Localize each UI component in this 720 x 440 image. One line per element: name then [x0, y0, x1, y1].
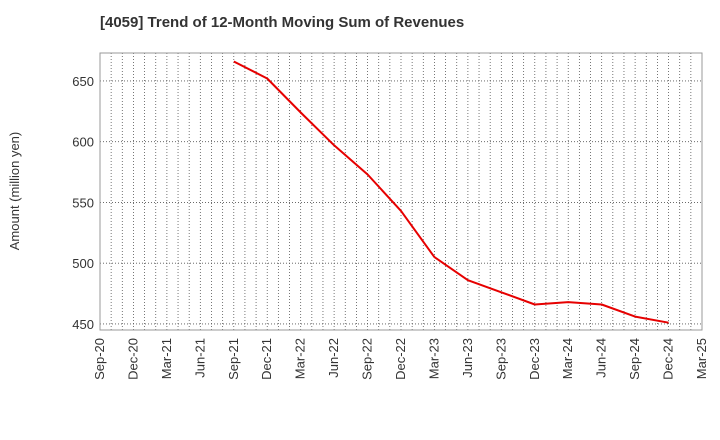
x-tick-label: Mar-21	[159, 338, 174, 379]
plot-area-frame	[99, 52, 703, 331]
x-tick-label: Dec-24	[661, 338, 676, 380]
x-tick-label: Mar-24	[560, 338, 575, 379]
y-tick-label: 650	[72, 74, 94, 89]
y-tick-label: 450	[72, 317, 94, 332]
x-tick-label: Sep-22	[360, 338, 375, 380]
y-tick-label: 500	[72, 256, 94, 271]
y-tick-label: 600	[72, 135, 94, 150]
x-tick-label: Mar-23	[426, 338, 441, 379]
x-tick-label: Sep-24	[627, 338, 642, 380]
grid-lines	[100, 53, 702, 330]
series-layer	[233, 60, 669, 324]
x-tick-label: Mar-25	[694, 338, 709, 379]
y-axis-label: Amount (million yen)	[7, 132, 22, 251]
x-tick-label: Jun-24	[594, 338, 609, 378]
x-tick-label: Sep-20	[92, 338, 107, 380]
x-tick-label: Jun-22	[326, 338, 341, 378]
x-tick-label: Jun-23	[460, 338, 475, 378]
y-tick-label: 550	[72, 195, 94, 210]
series-line	[233, 60, 669, 324]
chart-title: [4059] Trend of 12-Month Moving Sum of R…	[100, 14, 465, 31]
x-tick-label: Dec-23	[527, 338, 542, 380]
y-axis-ticks: 450 500 550 600 650	[72, 74, 94, 332]
x-axis-ticks: Sep-20 Dec-20 Mar-21 Jun-21 Sep-21 Dec-21 Mar-…	[92, 338, 709, 380]
x-tick-label: Sep-23	[493, 338, 508, 380]
x-tick-label: Dec-22	[393, 338, 408, 380]
x-tick-label: Dec-20	[125, 338, 140, 380]
x-tick-label: Sep-21	[226, 338, 241, 380]
x-tick-label: Jun-21	[192, 338, 207, 378]
x-tick-label: Dec-21	[259, 338, 274, 380]
x-tick-label: Mar-22	[293, 338, 308, 379]
